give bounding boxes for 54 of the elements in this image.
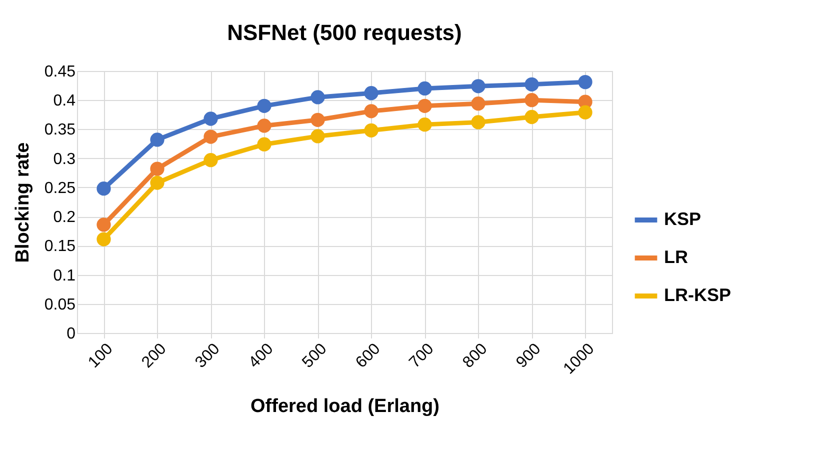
point [418,98,432,113]
y-tick-label: 0.25 [44,180,76,197]
y-tick-label: 0.35 [44,122,76,139]
point [578,105,592,120]
y-tick-label: 0.15 [44,238,76,256]
point [204,153,218,168]
x-tick-label: 700 [406,340,438,372]
point [578,75,592,90]
point [96,232,111,246]
point [310,129,325,144]
point [204,112,218,126]
point [96,182,111,196]
point [257,118,272,133]
y-tick-label: 0.1 [53,267,76,284]
point [418,81,432,96]
x-tick-label: 800 [460,340,491,372]
point [364,104,378,118]
y-axis-title: Blocking rate [12,142,34,263]
chart-title: NSFNet (500 requests) [227,20,462,45]
x-tick-label: 600 [352,340,384,372]
x-axis-title: Offered load (Erlang) [250,396,440,417]
point [471,115,486,130]
point [257,98,272,113]
point [524,93,539,108]
y-tick-label: 0.3 [53,150,76,168]
x-tick-label: 300 [192,340,224,372]
point [524,77,539,92]
x-tick-label: 100 [85,340,116,372]
point [364,86,378,100]
point [204,130,218,144]
point [471,79,486,94]
y-tick-label: 0.2 [53,209,76,226]
x-tick-label: 400 [246,340,277,372]
point [364,123,378,138]
y-tick-label: 0 [66,326,76,342]
y-tick-label: 0.05 [44,296,76,314]
legend-label: LR-KSP [664,285,731,305]
point [150,176,164,190]
x-tick-label: 200 [138,340,170,372]
point [150,132,164,147]
point [257,137,272,152]
legend-label: KSP [664,209,702,229]
x-tick-label: 900 [513,340,544,372]
point [150,162,164,176]
y-tick-label: 0.45 [44,64,76,80]
point [310,90,325,104]
point [418,118,432,132]
x-tick-label: 500 [299,340,330,372]
point [471,96,486,111]
point [524,110,539,124]
point [310,112,325,127]
point [96,218,111,232]
legend-label: LR [664,247,688,267]
y-tick-label: 0.4 [53,92,76,110]
